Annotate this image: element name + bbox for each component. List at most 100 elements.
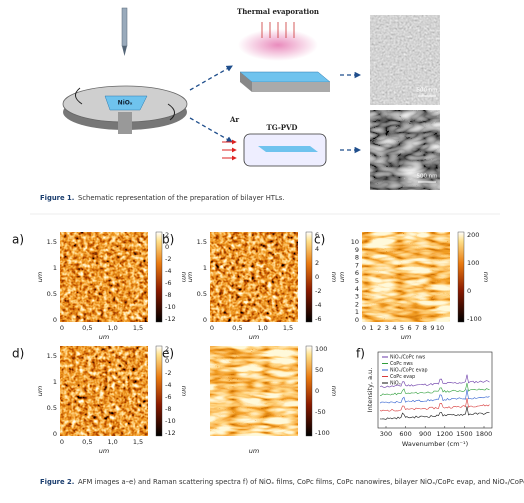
y-label: um bbox=[36, 272, 44, 282]
rotation-arrow bbox=[167, 103, 175, 121]
colorbar-tick: 100 bbox=[467, 259, 479, 267]
colorbar-label: nm bbox=[180, 272, 188, 282]
colorbar-tick: -10 bbox=[165, 417, 176, 425]
x-tick: 7 bbox=[415, 324, 419, 332]
colorbar-tick: 50 bbox=[315, 366, 323, 374]
colorbar-tick: -2 bbox=[165, 369, 171, 377]
substrate-label: NiOₓ bbox=[118, 100, 133, 107]
substrate-front bbox=[252, 82, 330, 92]
colorbar bbox=[155, 345, 163, 437]
scale-label: 500 nm bbox=[416, 88, 437, 94]
y-tick: 1 bbox=[53, 264, 57, 272]
colorbar-tick: 0 bbox=[315, 387, 319, 395]
x-tick: 1500 bbox=[456, 430, 473, 438]
panel-letter: e) bbox=[162, 347, 174, 361]
spectrum bbox=[379, 382, 490, 396]
x-tick: 1,0 bbox=[107, 438, 117, 446]
pipette-tip bbox=[122, 46, 127, 56]
y-tick: 10 bbox=[351, 238, 359, 246]
colorbar-tick: 4 bbox=[315, 245, 319, 253]
colorbar-tick: -100 bbox=[315, 429, 330, 437]
x-tick: 10 bbox=[436, 324, 444, 332]
x-tick: 0 bbox=[210, 324, 214, 332]
figure-2: Figure 2. AFM images a–e) and Raman scat… bbox=[40, 478, 524, 486]
flow-arrow bbox=[189, 117, 233, 143]
caption: AFM images a–e) and Raman scattering spe… bbox=[78, 478, 524, 486]
x-tick: 6 bbox=[408, 324, 412, 332]
y-tick: 0 bbox=[355, 316, 359, 324]
panel-letter: c) bbox=[314, 233, 325, 247]
colorbar-tick: 200 bbox=[467, 231, 479, 239]
x-tick: 1200 bbox=[437, 430, 454, 438]
y-tick: 1.5 bbox=[197, 238, 207, 246]
legend-entry: NiOₓ bbox=[390, 381, 401, 387]
method-label: TG-PVD bbox=[267, 123, 298, 132]
sem-image bbox=[370, 15, 440, 105]
substrate-top bbox=[239, 71, 331, 83]
x-label: um bbox=[401, 333, 411, 341]
x-tick: 0,5 bbox=[82, 324, 92, 332]
legend-entry: CoPc nws bbox=[390, 361, 413, 367]
y-tick: 8 bbox=[355, 254, 359, 262]
colorbar-label: nm bbox=[482, 272, 490, 282]
x-tick: 1,5 bbox=[133, 324, 143, 332]
caption: Schematic representation of the preparat… bbox=[78, 194, 284, 202]
x-tick: 300 bbox=[380, 430, 392, 438]
afm-image bbox=[362, 232, 450, 322]
panel-letter: d) bbox=[12, 347, 24, 361]
colorbar bbox=[457, 231, 465, 323]
spectrum bbox=[379, 398, 490, 412]
substrate bbox=[104, 95, 148, 111]
colorbar-tick: -6 bbox=[165, 393, 171, 401]
colorbar-tick: 2 bbox=[165, 345, 169, 353]
colorbar-tick: -10 bbox=[165, 303, 176, 311]
x-tick: 0,5 bbox=[232, 324, 242, 332]
x-tick: 8 bbox=[423, 324, 427, 332]
x-tick: 600 bbox=[399, 430, 411, 438]
substrate-side bbox=[240, 72, 252, 92]
colorbar-tick: -12 bbox=[165, 315, 176, 323]
method-label: Thermal evaporation bbox=[237, 7, 319, 16]
y-label: um bbox=[338, 272, 346, 282]
x-label: Wavenumber (cm⁻¹) bbox=[402, 440, 468, 448]
caption-label: Figure 2. bbox=[40, 478, 74, 486]
colorbar-tick: -8 bbox=[165, 405, 171, 413]
afm-image bbox=[210, 346, 298, 436]
colorbar-tick: -50 bbox=[315, 408, 326, 416]
legend-entry: CoPc evap bbox=[390, 374, 415, 380]
y-tick: 1 bbox=[355, 308, 359, 316]
y-label: um bbox=[36, 386, 44, 396]
colorbar-tick: -2 bbox=[315, 287, 321, 295]
y-tick: 6 bbox=[355, 269, 359, 277]
sem-image bbox=[370, 110, 440, 190]
y-tick: 0.5 bbox=[197, 290, 207, 298]
colorbar-tick: -4 bbox=[165, 267, 171, 275]
flow-arrow bbox=[189, 65, 233, 91]
colorbar-tick: -6 bbox=[165, 279, 171, 287]
colorbar-tick: 6 bbox=[315, 231, 319, 239]
spectrum bbox=[379, 389, 490, 404]
x-tick: 5 bbox=[400, 324, 404, 332]
spectrum bbox=[379, 406, 490, 420]
colorbar-tick: -100 bbox=[467, 315, 482, 323]
afm-image bbox=[210, 232, 298, 322]
colorbar bbox=[305, 231, 313, 323]
y-label: Intensity, a.u. bbox=[366, 368, 374, 413]
gas-arrows bbox=[222, 139, 237, 161]
gas-label: Ar bbox=[229, 115, 239, 124]
spinner-axis bbox=[118, 112, 132, 134]
colorbar bbox=[305, 345, 313, 437]
x-tick: 0 bbox=[362, 324, 366, 332]
spectrum bbox=[379, 374, 490, 388]
x-label: um bbox=[249, 333, 259, 341]
x-tick: 9 bbox=[430, 324, 434, 332]
y-tick: 0 bbox=[53, 430, 57, 438]
vapor-glow bbox=[238, 29, 318, 61]
colorbar-tick: -2 bbox=[165, 255, 171, 263]
colorbar-tick: 0 bbox=[165, 243, 169, 251]
x-tick: 1,5 bbox=[133, 438, 143, 446]
y-tick: 0 bbox=[53, 316, 57, 324]
y-tick: 1.5 bbox=[47, 352, 57, 360]
panel-letter: b) bbox=[162, 233, 174, 247]
scale-label: 500 nm bbox=[416, 174, 437, 180]
